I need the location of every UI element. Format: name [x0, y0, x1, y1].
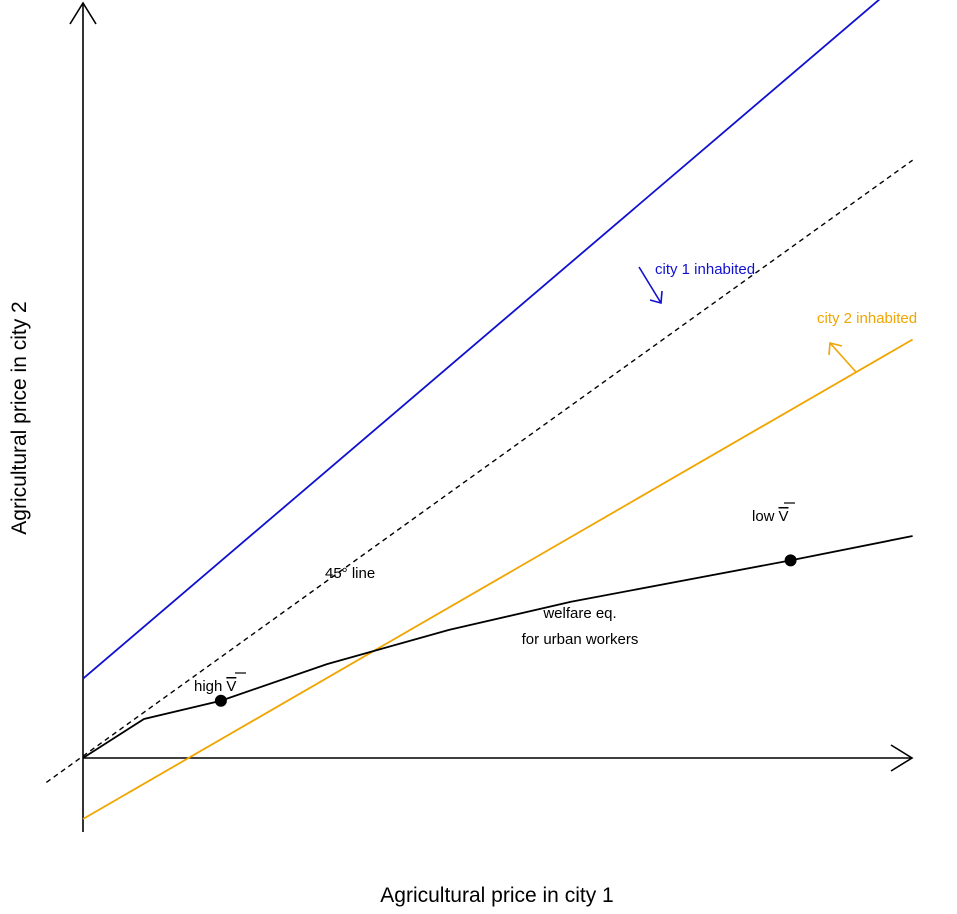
line45-label: 45° line: [325, 565, 375, 582]
x-axis-label: Agricultural price in city 1: [380, 884, 613, 907]
y-axis-label: Agricultural price in city 2: [8, 301, 31, 534]
series-line-0: [82, 0, 881, 680]
series-line-1: [45, 159, 914, 783]
city1-label: city 1 inhabited: [655, 261, 755, 278]
high-v-label: high V: [194, 678, 236, 695]
points-layer: [214, 554, 797, 707]
welfare-label-line1: welfare eq.: [542, 605, 616, 622]
series-line-3: [82, 535, 913, 759]
point-high: [214, 694, 227, 707]
low-v-label: low V: [752, 508, 789, 525]
y-axis-arrowhead: [69, 1, 97, 25]
city2-label: city 2 inhabited: [817, 310, 917, 327]
series-line-2: [82, 338, 914, 820]
point-low: [784, 554, 797, 567]
axes: [69, 1, 914, 832]
city2-direction-arrow: [828, 341, 857, 373]
city1-direction-arrow: [638, 266, 663, 305]
series-layer: [45, 0, 914, 820]
x-axis-arrowhead: [890, 744, 914, 772]
welfare-label-line2: for urban workers: [522, 631, 639, 648]
